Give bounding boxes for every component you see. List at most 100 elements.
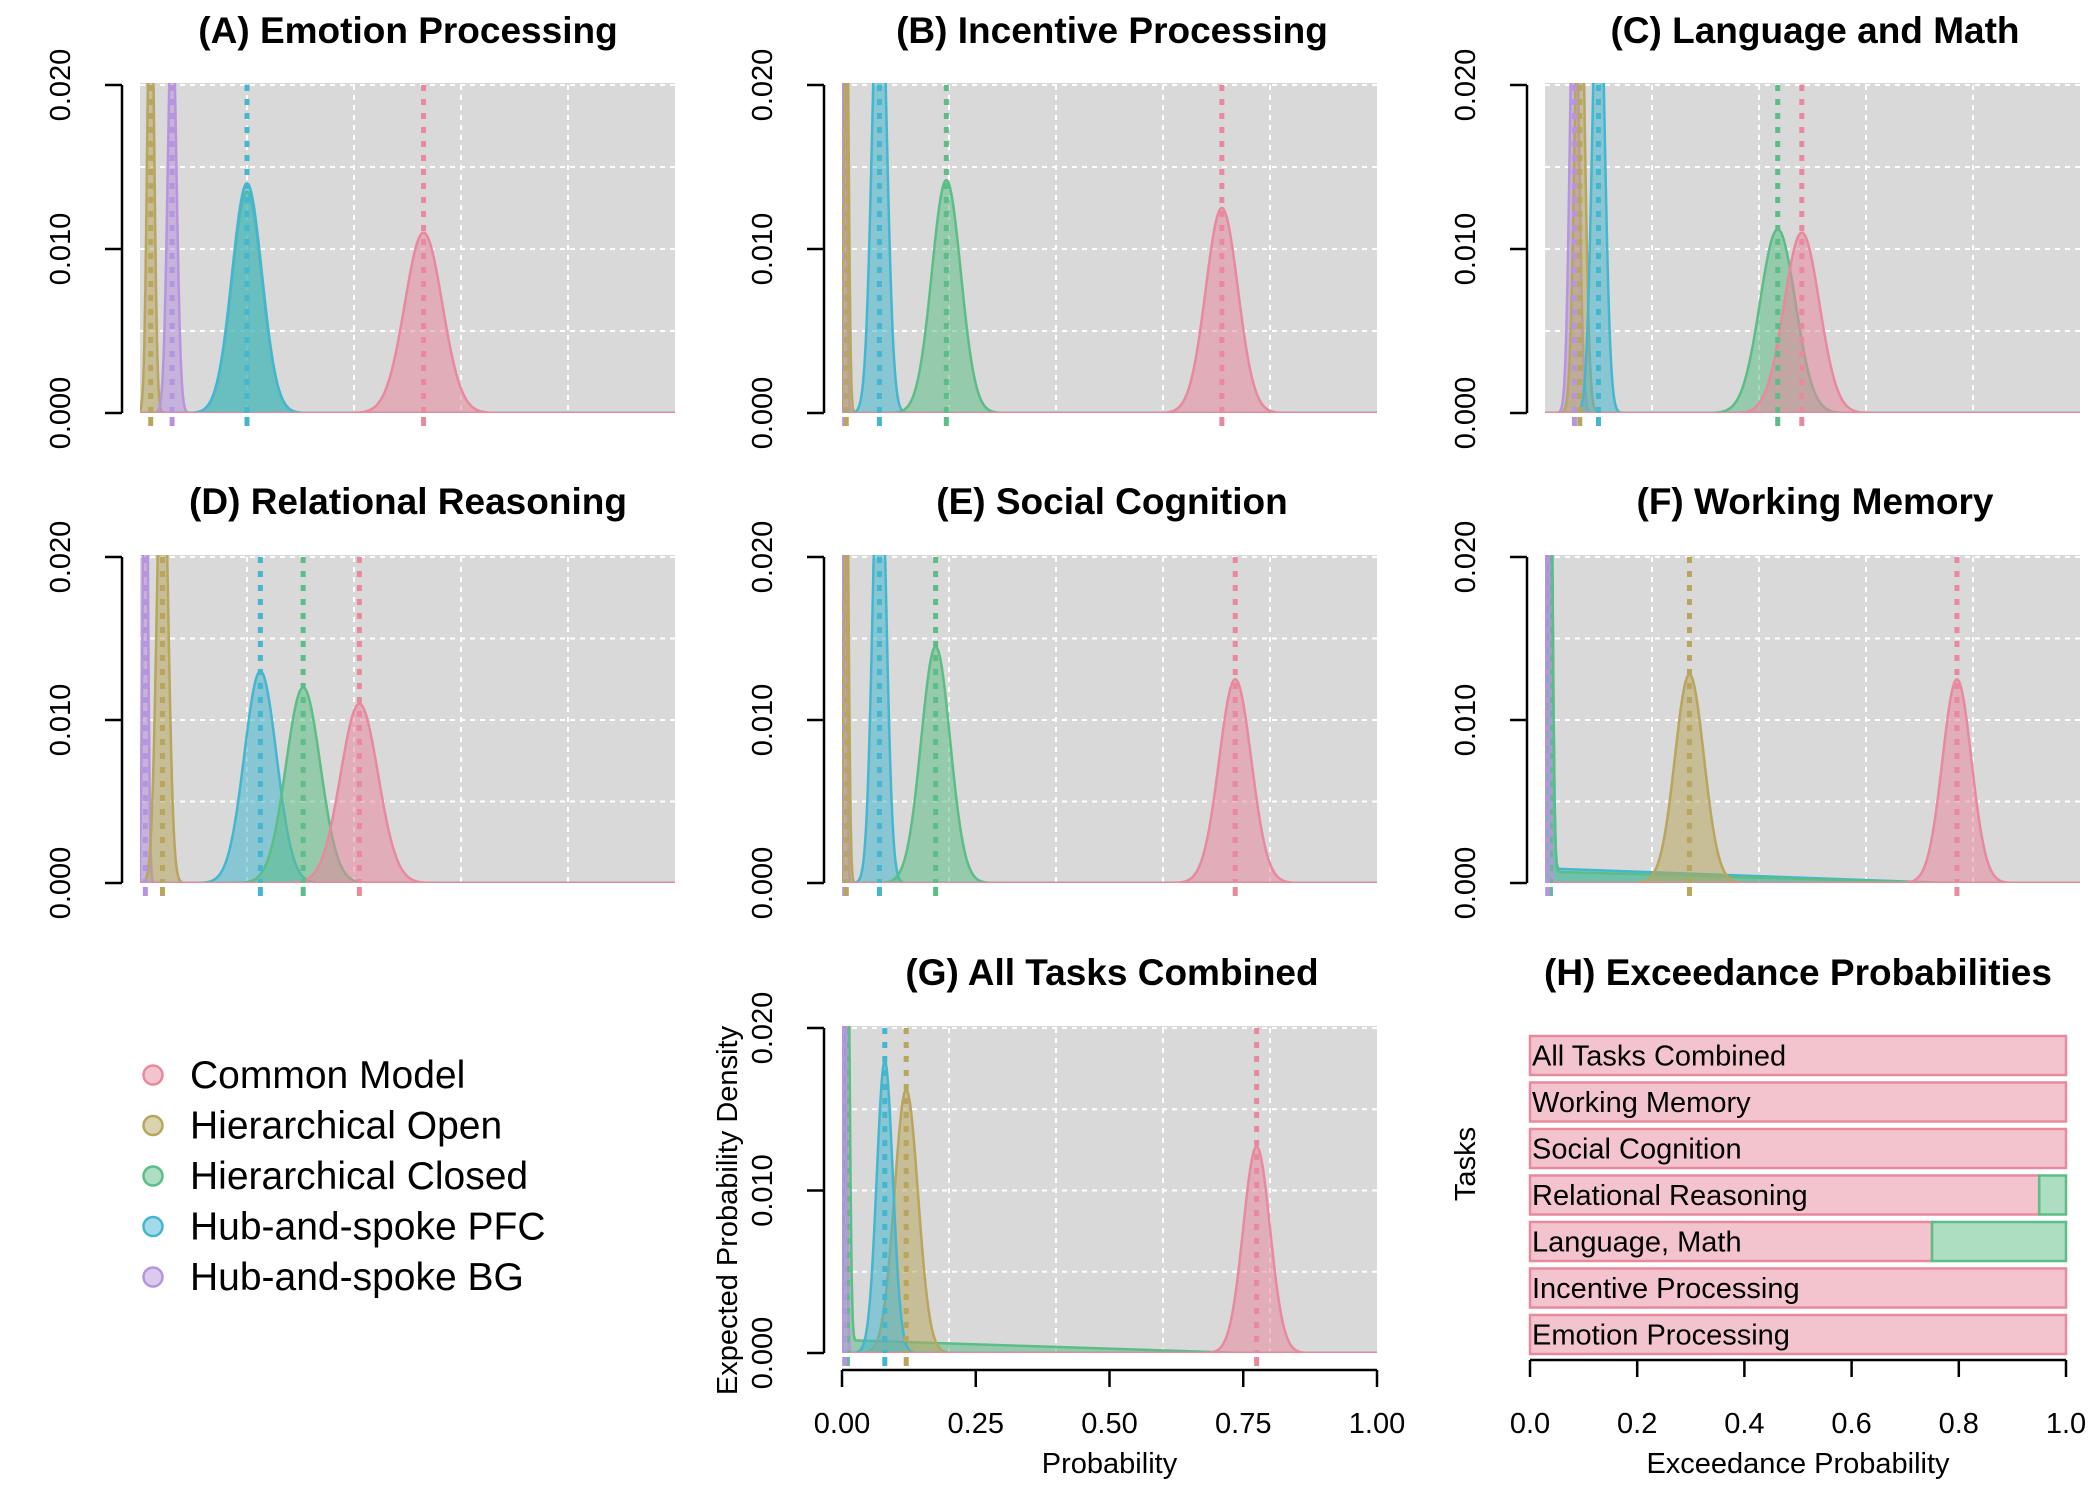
y-tick-label: 0.010 bbox=[1450, 213, 1482, 286]
density-hub-and-spoke-pfc bbox=[140, 669, 675, 883]
panel-title: (D) Relational Reasoning bbox=[189, 481, 627, 522]
bar-label: Working Memory bbox=[1532, 1087, 1751, 1119]
panel-b: (B) Incentive Processing 0.000 0.010 0.020 bbox=[747, 10, 1377, 450]
y-tick-label: 0.000 bbox=[747, 377, 779, 450]
x-tick-label: 0.8 bbox=[1939, 1408, 1979, 1440]
grid bbox=[1545, 84, 2080, 413]
y-tick-label: 0.010 bbox=[747, 213, 779, 286]
densities bbox=[140, 83, 675, 413]
y-tick-label: 0.020 bbox=[747, 992, 779, 1065]
panel-a: (A) Emotion Processing 0.000 0.010 0.020 bbox=[45, 10, 675, 449]
panel-f: (F) Working Memory 0.000 0.010 0.020 bbox=[1450, 481, 2080, 920]
density-common-model bbox=[140, 231, 675, 413]
legend-swatch bbox=[142, 1064, 164, 1086]
legend-item-common-model: Common Model bbox=[142, 1054, 465, 1097]
plot-background bbox=[842, 1026, 1377, 1353]
y-tick-label: 0.010 bbox=[747, 1154, 779, 1227]
legend-label: Hub-and-spoke PFC bbox=[190, 1206, 546, 1249]
y-tick-label: 0.020 bbox=[747, 521, 779, 594]
y-tick-label: 0.020 bbox=[747, 49, 779, 122]
densities bbox=[1545, 555, 2080, 883]
x-tick-label: 0.25 bbox=[948, 1408, 1004, 1440]
y-tick-label: 0.010 bbox=[45, 684, 77, 757]
panel-title: (E) Social Cognition bbox=[936, 481, 1287, 522]
density-common-model bbox=[842, 678, 1377, 883]
legend-item-hub-and-spoke-pfc: Hub-and-spoke PFC bbox=[142, 1206, 546, 1249]
panel-e: (E) Social Cognition 0.000 0.010 0.020 bbox=[747, 481, 1377, 920]
y-tick-label: 0.020 bbox=[45, 49, 77, 122]
panel-c: (C) Language and Math 0.000 0.010 0.020 bbox=[1450, 10, 2080, 449]
y-axis: 0.000 0.010 0.020 bbox=[45, 521, 124, 920]
panel-title: (A) Emotion Processing bbox=[198, 10, 617, 51]
y-tick-label: 0.020 bbox=[45, 521, 77, 594]
density-common-model bbox=[842, 1145, 1377, 1353]
bar-common-model bbox=[1528, 1267, 2068, 1309]
plot-background bbox=[1545, 555, 2080, 883]
densities bbox=[842, 1026, 1377, 1353]
panel-title: (H) Exceedance Probabilities bbox=[1544, 952, 2052, 993]
x-tick-label: 0.2 bbox=[1617, 1408, 1657, 1440]
bar-common-model bbox=[1528, 1081, 2068, 1123]
densities bbox=[842, 555, 1377, 883]
density-hub-and-spoke-pfc bbox=[842, 83, 1377, 413]
x-axis: 0.0 0.2 0.4 0.6 0.8 1.0 bbox=[1510, 1358, 2086, 1440]
y-tick-label: 0.010 bbox=[747, 684, 779, 757]
x-axis: 0.00 0.25 0.50 0.75 1.00 bbox=[814, 1368, 1405, 1440]
legend-label: Hierarchical Open bbox=[190, 1105, 502, 1148]
bar-common-model bbox=[1528, 1174, 2041, 1216]
y-tick-label: 0.000 bbox=[45, 847, 77, 920]
x-tick-label: 1.00 bbox=[1349, 1408, 1405, 1440]
bar-label: Social Cognition bbox=[1532, 1134, 1742, 1166]
densities bbox=[140, 555, 675, 883]
bar-label: Emotion Processing bbox=[1532, 1320, 1790, 1352]
y-tick-label: 0.000 bbox=[747, 847, 779, 920]
x-tick-label: 0.6 bbox=[1831, 1408, 1871, 1440]
bar-common-model bbox=[1528, 1127, 2068, 1170]
densities bbox=[842, 83, 1377, 413]
y-axis-label: Tasks bbox=[1450, 1127, 1482, 1201]
x-tick-label: 0.75 bbox=[1215, 1408, 1271, 1440]
y-axis: 0.000 0.010 0.020 bbox=[747, 49, 826, 450]
legend-label: Common Model bbox=[190, 1054, 465, 1097]
density-common-model bbox=[1545, 231, 2080, 413]
legend-swatch bbox=[142, 1266, 164, 1288]
panel-title: (F) Working Memory bbox=[1637, 481, 1994, 522]
legend-swatch bbox=[142, 1215, 164, 1238]
legend-label: Hierarchical Closed bbox=[190, 1155, 528, 1198]
x-tick-label: 0.0 bbox=[1510, 1408, 1550, 1440]
x-axis-label: Exceedance Probability bbox=[1646, 1448, 1950, 1480]
bar-label: Incentive Processing bbox=[1532, 1273, 1800, 1305]
x-tick-label: 0.50 bbox=[1081, 1408, 1137, 1440]
legend-swatch bbox=[142, 1165, 164, 1187]
densities bbox=[1545, 83, 2080, 413]
y-axis: 0.000 0.010 0.020 bbox=[1450, 49, 1529, 449]
bar-common-model bbox=[1528, 1034, 2068, 1077]
x-tick-label: 1.0 bbox=[2046, 1408, 2086, 1440]
y-axis: 0.000 0.010 0.020 bbox=[747, 521, 826, 920]
density-common-model bbox=[140, 702, 675, 883]
density-common-model bbox=[1545, 677, 2080, 883]
y-tick-label: 0.020 bbox=[1450, 49, 1482, 122]
bar-label: All Tasks Combined bbox=[1532, 1041, 1786, 1073]
y-axis: 0.000 0.010 0.020 bbox=[1450, 521, 1529, 920]
x-tick-label: 0.00 bbox=[814, 1408, 870, 1440]
y-tick-label: 0.020 bbox=[1450, 521, 1482, 594]
y-axis: 0.000 0.010 0.020 bbox=[747, 992, 826, 1389]
bar-label: Language, Math bbox=[1532, 1227, 1742, 1259]
panel-title: (G) All Tasks Combined bbox=[905, 952, 1318, 993]
y-axis-label: Expected Probability Density bbox=[712, 1025, 744, 1395]
bar-hierarchical-closed bbox=[2037, 1174, 2068, 1216]
density-hub-and-spoke-pfc bbox=[842, 1057, 1377, 1353]
x-axis-label: Probability bbox=[1042, 1448, 1178, 1480]
y-tick-label: 0.010 bbox=[1450, 684, 1482, 757]
density-hierarchical-closed bbox=[842, 645, 1377, 883]
bars: All Tasks Combined Working Memory Social C… bbox=[1528, 1034, 2068, 1356]
legend-item-hierarchical-closed: Hierarchical Closed bbox=[142, 1155, 528, 1198]
plot-background bbox=[140, 555, 675, 883]
y-tick-label: 0.010 bbox=[45, 213, 77, 286]
legend-item-hierarchical-open: Hierarchical Open bbox=[142, 1105, 502, 1148]
density-common-model bbox=[842, 206, 1377, 413]
y-tick-label: 0.000 bbox=[1450, 847, 1482, 920]
panel-title: (B) Incentive Processing bbox=[896, 10, 1328, 51]
